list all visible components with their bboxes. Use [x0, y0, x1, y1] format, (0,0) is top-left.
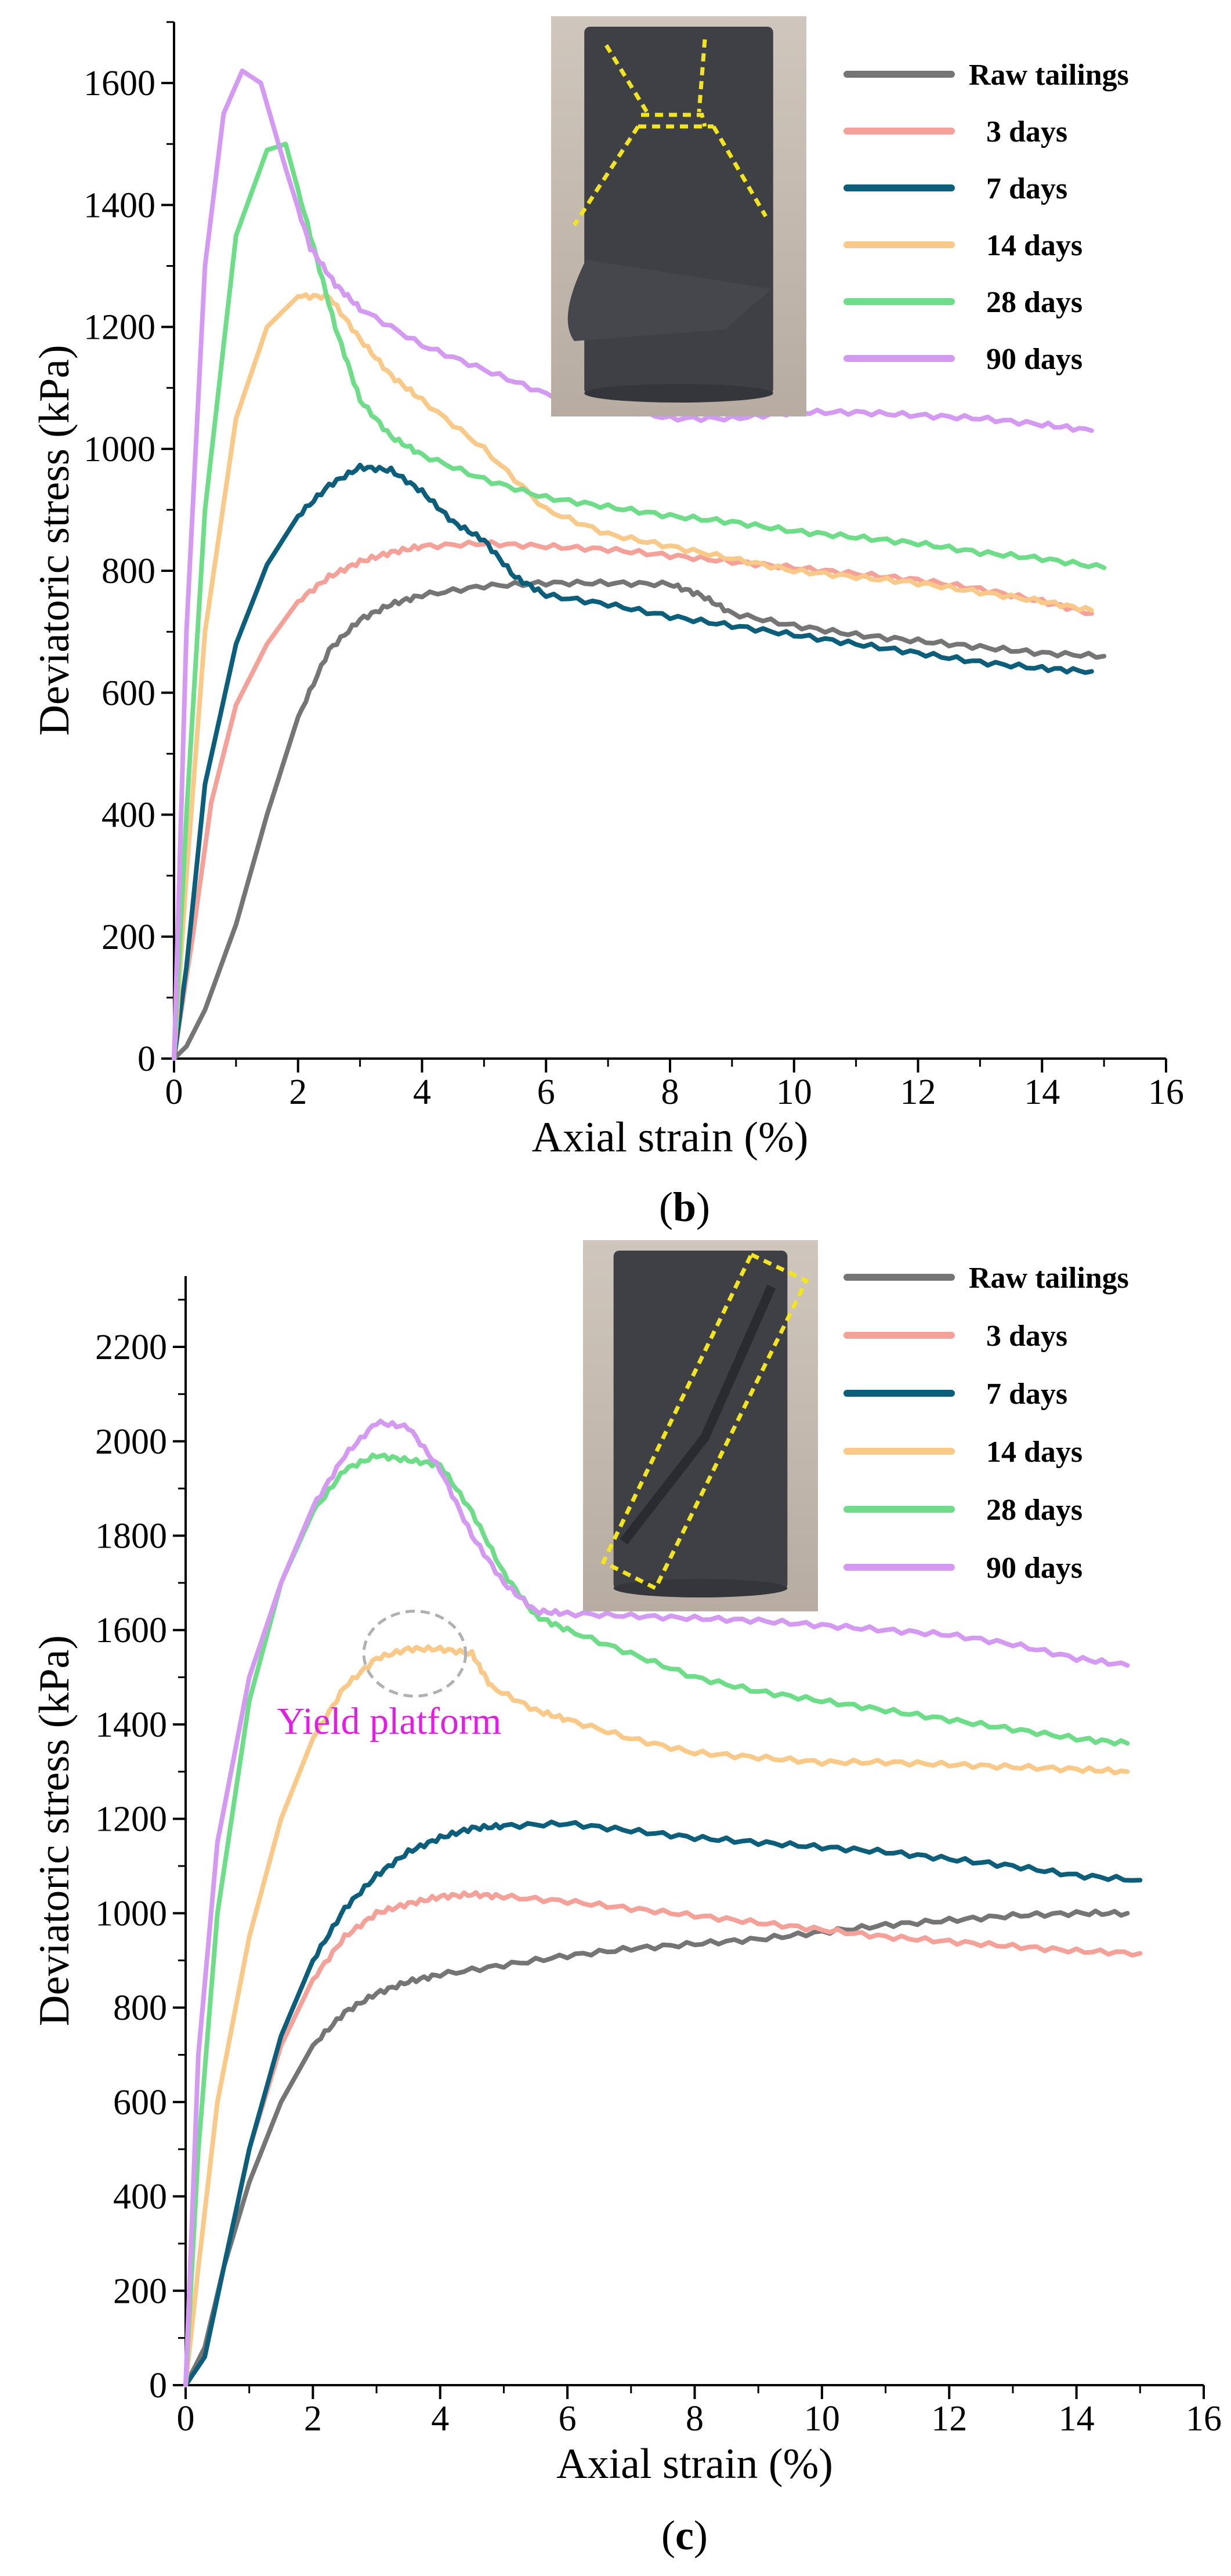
- x-tick-label: 6: [559, 2399, 577, 2439]
- y-tick-label: 1400: [84, 186, 155, 225]
- y-tick-label: 2000: [95, 1422, 167, 1462]
- yield-platform-ellipse: [362, 1610, 468, 1698]
- series-line-3-days: [183, 1890, 1143, 2387]
- x-tick-label: 8: [686, 2399, 704, 2439]
- series-line-3-days: [172, 539, 1094, 1061]
- x-tick-label: 2: [304, 2399, 322, 2439]
- legend-label: 7 days: [986, 172, 1067, 205]
- specimen-base: [613, 1579, 788, 1597]
- legend-label: 14 days: [986, 1436, 1082, 1469]
- specimen-fragment: [567, 260, 772, 341]
- y-tick-label: 600: [113, 2083, 167, 2122]
- legend: Raw tailings 3 days 7 days 14 days 28 days 90…: [843, 59, 1129, 376]
- legend-label: 90 days: [986, 1552, 1082, 1585]
- x-axis-title: Axial strain (%): [532, 1114, 809, 1161]
- legend: Raw tailings 3 days 7 days 14 days 28 days 90…: [843, 1262, 1129, 1585]
- series-line-7-days: [183, 1819, 1143, 2387]
- series-line-7-days: [172, 462, 1094, 1061]
- legend-label: 14 days: [986, 229, 1082, 262]
- y-axis-title: Deviatoric stress (kPa): [31, 345, 78, 736]
- x-tick-label: 6: [537, 1073, 555, 1112]
- y-tick-label: 1000: [95, 1894, 167, 1933]
- shear-band-outline: [600, 1252, 809, 1591]
- series-line-raw-tailings: [183, 1908, 1130, 2387]
- shear-plane-outline: [573, 39, 768, 226]
- legend-label: Raw tailings: [969, 1262, 1129, 1295]
- legend-label: 90 days: [986, 343, 1082, 376]
- shear-band-crack: [620, 1284, 776, 1545]
- x-tick-label: 16: [1148, 1073, 1184, 1112]
- y-tick-label: 1000: [84, 430, 155, 469]
- inset-photo: [583, 1240, 818, 1611]
- x-tick-label: 16: [1186, 2399, 1222, 2439]
- panel-label: (b): [659, 1184, 710, 1230]
- x-tick-label: 14: [1059, 2399, 1095, 2439]
- x-tick-label: 8: [661, 1073, 679, 1112]
- series-line-90-days: [183, 1418, 1130, 2387]
- y-tick-label: 1200: [84, 308, 155, 347]
- specimen-base: [584, 384, 773, 403]
- specimen-cylinder: [584, 27, 773, 395]
- chart-panel-b: 0 2 4 6 8 10 12 14 16 0 200 400 600 800 1000 1200 1400 16…: [31, 16, 1184, 1230]
- y-axis-title: Deviatoric stress (kPa): [31, 1635, 78, 2026]
- legend-label: 3 days: [986, 115, 1067, 148]
- legend-label: 3 days: [986, 1320, 1067, 1353]
- inset-photo: [551, 16, 806, 416]
- x-tick-label: 4: [413, 1073, 431, 1112]
- x-axis-title: Axial strain (%): [556, 2440, 833, 2488]
- legend-label: 28 days: [986, 1494, 1082, 1527]
- y-tick-label: 600: [102, 673, 155, 713]
- x-tick-label: 12: [900, 1073, 936, 1112]
- x-tick-label: 0: [165, 1073, 183, 1112]
- legend-label: 28 days: [986, 286, 1082, 319]
- panel-label: (c): [661, 2512, 708, 2559]
- y-tick-label: 800: [102, 552, 155, 591]
- x-tick-label: 14: [1024, 1073, 1060, 1112]
- series-line-28-days: [172, 142, 1107, 1061]
- x-tick-label: 10: [776, 1073, 812, 1112]
- series-line-raw-tailings: [172, 578, 1107, 1061]
- x-tick-label: 2: [289, 1073, 307, 1112]
- y-tick-label: 1600: [84, 64, 155, 103]
- y-tick-label: 0: [137, 1039, 155, 1079]
- y-tick-label: 400: [113, 2178, 167, 2217]
- y-tick-label: 400: [102, 796, 155, 835]
- y-tick-label: 1600: [95, 1611, 167, 1650]
- series-line-28-days: [183, 1452, 1130, 2387]
- y-tick-label: 200: [113, 2271, 167, 2311]
- legend-label: Raw tailings: [969, 59, 1129, 92]
- x-tick-label: 0: [177, 2399, 195, 2439]
- y-tick-label: 1200: [95, 1800, 167, 1839]
- series-line-14-days: [183, 1644, 1130, 2387]
- yield-platform-annotation: Yield platform: [277, 1700, 502, 1742]
- y-tick-label: 800: [113, 1988, 167, 2028]
- series-line-90-days: [172, 68, 1094, 1061]
- series-line-14-days: [172, 292, 1094, 1061]
- chart-panel-c: 0 2 4 6 8 10 12 14 16 0 200 400 600 800 1000 1200 1400 16…: [31, 1240, 1222, 2559]
- x-tick-label: 10: [804, 2399, 840, 2439]
- y-tick-label: 1800: [95, 1516, 167, 1556]
- x-tick-label: 4: [431, 2399, 449, 2439]
- y-tick-label: 2200: [95, 1328, 167, 1367]
- y-tick-label: 200: [102, 918, 155, 957]
- y-tick-label: 0: [149, 2366, 167, 2405]
- x-tick-label: 12: [931, 2399, 967, 2439]
- legend-label: 7 days: [986, 1378, 1067, 1411]
- y-tick-label: 1400: [95, 1705, 167, 1745]
